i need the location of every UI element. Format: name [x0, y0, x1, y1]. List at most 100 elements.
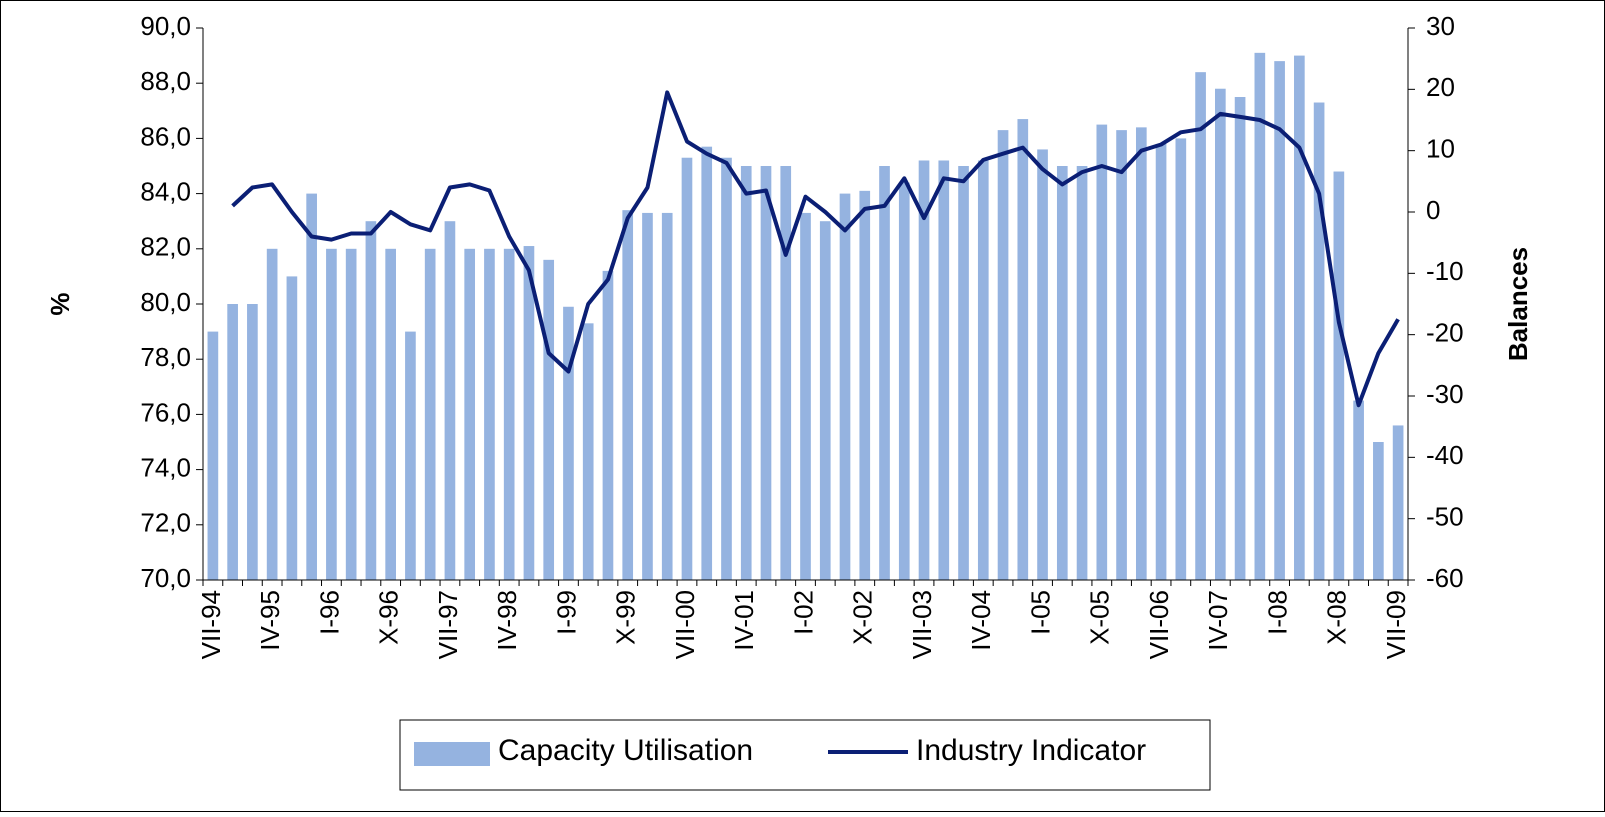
y2-tick-label: -40	[1426, 440, 1464, 470]
bar	[1037, 149, 1048, 580]
x-tick-label: IV-01	[729, 590, 759, 651]
bar	[819, 221, 831, 580]
x-tick-label: X-05	[1085, 590, 1115, 645]
bar	[1076, 166, 1088, 580]
y2-tick-label: 0	[1426, 195, 1440, 225]
legend-label: Industry Indicator	[916, 734, 1146, 767]
bar	[1392, 425, 1404, 580]
bar	[918, 160, 930, 581]
bar	[1135, 127, 1147, 581]
bar	[977, 160, 989, 581]
legend-label: Capacity Utilisation	[498, 734, 753, 767]
x-tick-label: IV-95	[255, 590, 285, 651]
bar	[306, 193, 317, 580]
bar	[1313, 102, 1325, 581]
y-axis-title: %	[45, 292, 75, 315]
bar	[582, 323, 594, 580]
y-tick-label: 82,0	[140, 232, 191, 262]
y-tick-label: 90,0	[140, 11, 191, 41]
x-tick-label: I-99	[551, 590, 581, 635]
bar	[266, 248, 278, 581]
bar	[997, 130, 1009, 580]
bar	[227, 304, 238, 580]
x-tick-label: X-99	[611, 590, 641, 645]
y-tick-label: 76,0	[140, 397, 191, 427]
bar	[622, 210, 634, 580]
y2-tick-label: -10	[1426, 256, 1464, 286]
y2-tick-label: 10	[1426, 134, 1455, 164]
legend-swatch	[414, 742, 490, 766]
bar	[405, 331, 416, 580]
y2-tick-label: -60	[1426, 563, 1464, 593]
x-tick-label: I-02	[788, 590, 818, 635]
bar	[859, 190, 871, 580]
x-tick-label: I-08	[1262, 590, 1292, 635]
x-tick-label: VII-97	[433, 590, 463, 659]
y2-tick-label: -50	[1426, 502, 1464, 532]
bar	[247, 304, 258, 580]
bar	[721, 157, 732, 580]
bar	[1353, 400, 1364, 580]
bar	[464, 248, 476, 581]
y-tick-label: 74,0	[140, 452, 191, 482]
y-tick-label: 88,0	[140, 66, 191, 96]
bar	[1017, 119, 1029, 580]
bar	[207, 331, 219, 580]
bar	[1373, 442, 1384, 580]
x-tick-label: VII-06	[1144, 590, 1174, 659]
bar	[681, 157, 693, 580]
bar	[661, 212, 673, 581]
bar	[1294, 55, 1305, 581]
y2-axis-title: Balances	[1503, 247, 1533, 361]
bar	[1234, 97, 1246, 580]
bar	[1195, 72, 1206, 580]
x-tick-label: IV-98	[492, 590, 522, 651]
bar	[563, 306, 574, 580]
bar	[385, 248, 396, 581]
y-tick-label: 80,0	[140, 287, 191, 317]
x-tick-label: X-96	[374, 590, 404, 645]
y2-tick-label: -30	[1426, 379, 1464, 409]
x-tick-label: X-02	[848, 590, 878, 645]
x-tick-label: VII-00	[670, 590, 700, 659]
bar	[1116, 130, 1127, 580]
y-tick-label: 84,0	[140, 176, 191, 206]
x-tick-label: IV-07	[1203, 590, 1233, 651]
bar	[1155, 143, 1167, 581]
x-tick-label: X-08	[1322, 590, 1352, 645]
bar	[938, 160, 950, 581]
bar	[444, 221, 456, 580]
bar	[898, 182, 910, 580]
bar	[780, 166, 792, 580]
bar	[365, 221, 377, 580]
line	[231, 90, 1400, 408]
bar	[1254, 52, 1266, 580]
bar	[701, 146, 713, 580]
y2-tick-label: -20	[1426, 318, 1464, 348]
bar	[1215, 88, 1226, 580]
bar	[543, 259, 555, 580]
x-tick-label: VII-94	[196, 590, 226, 659]
legend-box	[399, 719, 1211, 791]
bar	[602, 270, 614, 580]
bar	[503, 248, 515, 581]
y-tick-label: 70,0	[140, 563, 191, 593]
bar	[326, 248, 337, 581]
bar	[1175, 138, 1187, 580]
y-tick-label: 86,0	[140, 121, 191, 151]
bar	[1056, 166, 1068, 580]
bar	[345, 248, 357, 581]
bar	[1274, 61, 1285, 581]
bar	[523, 246, 535, 581]
bar	[286, 276, 298, 580]
y2-tick-label: 30	[1426, 11, 1455, 41]
bar	[642, 212, 653, 581]
bar	[1333, 171, 1345, 580]
bar	[800, 212, 811, 581]
bar	[1096, 124, 1108, 580]
x-tick-label: IV-04	[966, 590, 996, 651]
x-tick-label: I-05	[1025, 590, 1055, 635]
bar	[958, 166, 969, 580]
bar	[839, 193, 851, 580]
